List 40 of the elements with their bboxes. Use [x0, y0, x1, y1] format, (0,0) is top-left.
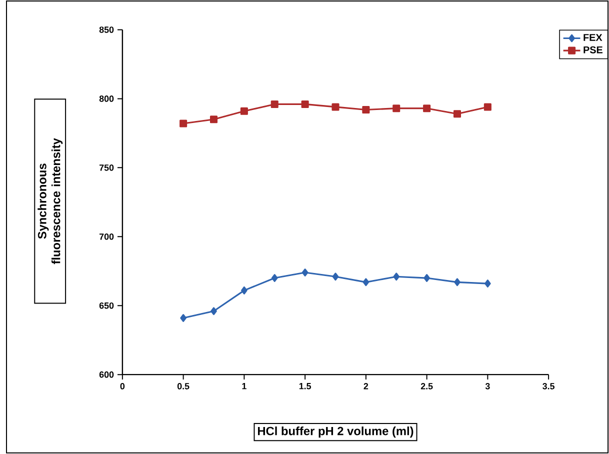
- point: [180, 120, 188, 128]
- y-tick-label: 600: [99, 371, 114, 378]
- y-tick-label: 650: [99, 302, 114, 309]
- x-tick-label: 3.5: [542, 383, 555, 390]
- point: [302, 268, 308, 277]
- point: [241, 286, 248, 294]
- point: [423, 104, 431, 112]
- point: [332, 103, 340, 111]
- y-tick-label: 800: [99, 96, 114, 102]
- x-tick-label: 2.5: [420, 383, 433, 390]
- y-tick-label: 700: [99, 234, 114, 240]
- y-tick-label: 850: [99, 26, 114, 33]
- x-tick-label: 0: [120, 383, 125, 390]
- point: [210, 307, 217, 316]
- point: [270, 100, 278, 108]
- point: [240, 107, 248, 115]
- x-tick-label: 1.5: [299, 383, 312, 390]
- point: [453, 110, 462, 118]
- point: [392, 104, 400, 112]
- legend-label: PSE: [584, 46, 602, 54]
- point: [484, 280, 491, 288]
- x-tick-label: 2: [364, 383, 368, 390]
- point: [210, 116, 218, 124]
- x-tick-label: 1: [242, 383, 246, 390]
- point: [332, 272, 339, 281]
- point: [180, 314, 186, 322]
- y-axis-title: Synchronous fluorescence intensity: [38, 138, 63, 264]
- x-tick-label: 3: [485, 383, 490, 390]
- point: [362, 106, 370, 114]
- legend-label: FEX: [584, 34, 602, 41]
- point: [424, 274, 430, 282]
- y-tick-label: 750: [99, 164, 114, 171]
- point: [301, 100, 309, 108]
- x-axis-title: HCl buffer pH 2 volume (ml): [258, 426, 414, 438]
- point: [484, 103, 492, 111]
- point: [271, 274, 278, 282]
- x-tick-label: 0.5: [177, 383, 190, 390]
- point: [362, 278, 370, 286]
- point: [393, 272, 400, 281]
- point: [454, 278, 460, 286]
